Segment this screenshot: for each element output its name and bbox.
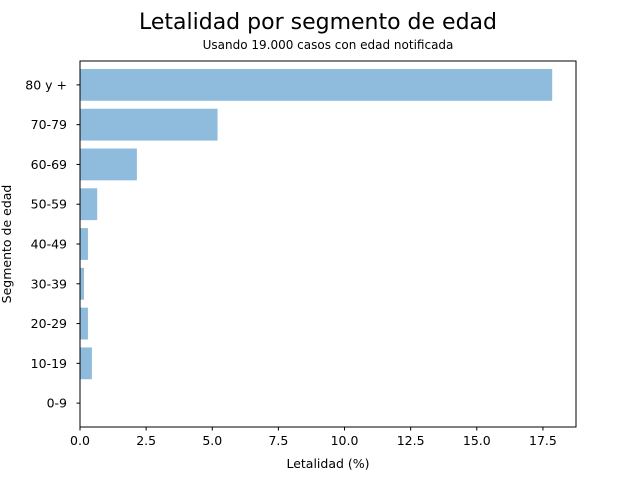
x-tick-label: 5.0 bbox=[202, 433, 222, 448]
x-tick-label: 12.5 bbox=[397, 433, 425, 448]
y-tick-label: 80 y + bbox=[25, 77, 67, 92]
x-tick-label: 15.0 bbox=[463, 433, 491, 448]
y-axis-label: Segmento de edad bbox=[0, 185, 14, 304]
y-tick-label: 70-79 bbox=[31, 117, 67, 132]
bars-layer bbox=[80, 68, 553, 380]
y-tick-label: 10-19 bbox=[31, 356, 67, 371]
bar-40-49 bbox=[80, 228, 88, 260]
y-tick-label: 30-39 bbox=[31, 276, 67, 291]
bar-80-y- bbox=[80, 68, 553, 101]
y-tick-label: 0-9 bbox=[47, 396, 67, 411]
bar-60-69 bbox=[80, 148, 137, 181]
x-axis-ticks: 0.0 2.5 5.0 7.5 10.0 12.5 15.0 17.5 bbox=[70, 427, 557, 448]
chart-title: Letalidad por segmento de edad bbox=[139, 10, 497, 35]
x-tick-label: 17.5 bbox=[529, 433, 557, 448]
chart-subtitle: Usando 19.000 casos con edad notificada bbox=[203, 38, 454, 52]
y-tick-label: 20-29 bbox=[31, 316, 67, 331]
bar-70-79 bbox=[80, 108, 218, 141]
bar-30-39 bbox=[80, 267, 84, 300]
bar-50-59 bbox=[80, 188, 98, 221]
y-tick-label: 40-49 bbox=[31, 237, 67, 252]
x-tick-label: 0.0 bbox=[70, 433, 90, 448]
bar-20-29 bbox=[80, 307, 88, 340]
y-axis-ticks: 0-9 10-19 20-29 30-39 40-49 50-59 60-69 70-79 80… bbox=[25, 77, 80, 411]
x-tick-label: 7.5 bbox=[268, 433, 288, 448]
y-tick-label: 50-59 bbox=[31, 197, 67, 212]
y-tick-label: 60-69 bbox=[31, 157, 67, 172]
x-tick-label: 10.0 bbox=[331, 433, 359, 448]
bar-10-19 bbox=[80, 347, 92, 380]
x-axis-label: Letalidad (%) bbox=[286, 456, 369, 471]
x-tick-label: 2.5 bbox=[136, 433, 156, 448]
